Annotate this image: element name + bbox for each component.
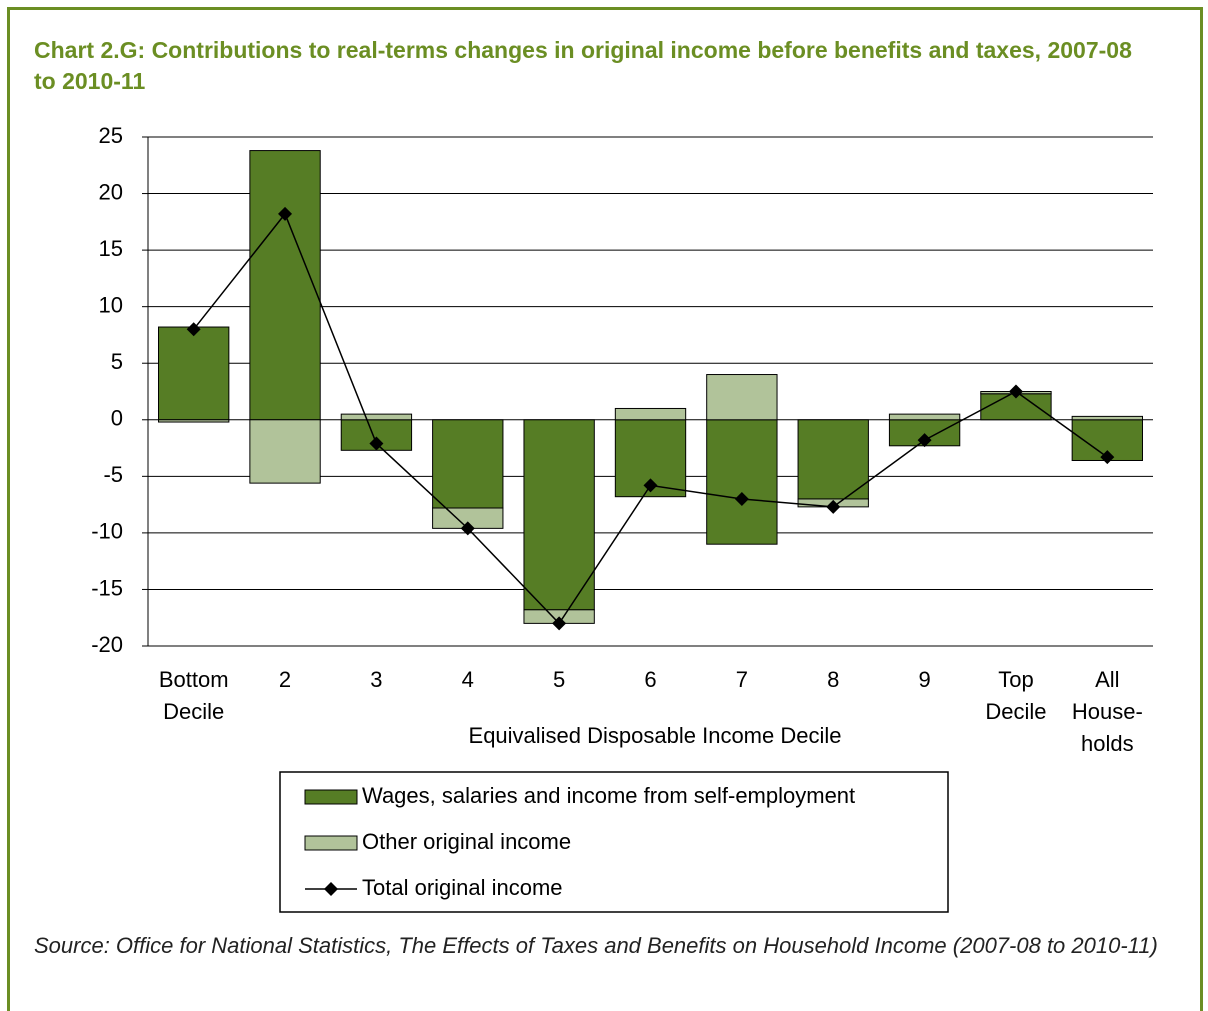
- line-marker: [369, 436, 384, 451]
- x-tick-label: 9: [918, 667, 930, 692]
- legend-label: Other original income: [362, 829, 571, 854]
- legend-swatch: [304, 835, 358, 851]
- source-note: Source: Office for National Statistics, …: [34, 933, 1158, 958]
- x-tick-label: Top: [998, 667, 1033, 692]
- x-tick-label: 2: [279, 667, 291, 692]
- bar: [706, 419, 778, 545]
- line-marker: [826, 499, 841, 514]
- y-tick-label: 0: [111, 406, 123, 431]
- x-tick-label: Decile: [985, 699, 1046, 724]
- line-marker: [552, 616, 567, 631]
- y-tick-label: -10: [91, 519, 123, 544]
- bar: [432, 419, 504, 509]
- legend-label: Wages, salaries and income from self-emp…: [362, 783, 855, 808]
- x-tick-label: All: [1095, 667, 1119, 692]
- legend-swatch: [304, 789, 358, 805]
- y-tick-label: 25: [99, 123, 123, 148]
- line-marker: [278, 206, 293, 221]
- line-marker: [917, 433, 932, 448]
- y-tick-label: -15: [91, 575, 123, 600]
- x-tick-label: 6: [644, 667, 656, 692]
- line-marker: [734, 491, 749, 506]
- line-marker: [1008, 384, 1023, 399]
- y-tick-label: 15: [99, 236, 123, 261]
- line-marker: [460, 521, 475, 536]
- bar: [1071, 415, 1143, 421]
- line-marker: [186, 322, 201, 337]
- bar: [888, 413, 961, 421]
- x-tick-label: 7: [736, 667, 748, 692]
- line-marker: [1100, 450, 1115, 465]
- frame: [7, 7, 1203, 1011]
- x-tick-label: 4: [462, 667, 474, 692]
- x-tick-label: Decile: [163, 699, 224, 724]
- x-tick-label: 8: [827, 667, 839, 692]
- y-tick-label: 5: [111, 349, 123, 374]
- bar: [797, 419, 869, 500]
- y-tick-label: -5: [103, 462, 123, 487]
- bar: [249, 419, 321, 484]
- x-tick-label: 3: [370, 667, 382, 692]
- x-tick-label: holds: [1081, 731, 1134, 756]
- bar: [158, 326, 230, 421]
- bar: [706, 374, 778, 421]
- legend-box: [279, 771, 949, 913]
- y-tick-label: 10: [99, 292, 123, 317]
- x-tick-label: 5: [553, 667, 565, 692]
- chart-title: Chart 2.G: Contributions to real-terms c…: [34, 37, 1132, 94]
- bar: [523, 419, 595, 611]
- line-marker: [643, 478, 658, 493]
- x-axis-label: Equivalised Disposable Income Decile: [469, 723, 842, 748]
- legend-label: Total original income: [362, 875, 563, 900]
- bar: [249, 150, 321, 421]
- y-tick-label: -20: [91, 632, 123, 657]
- bar: [158, 419, 230, 423]
- y-tick-label: 20: [99, 179, 123, 204]
- x-tick-label: House-: [1072, 699, 1143, 724]
- bar: [614, 407, 687, 421]
- x-tick-label: Bottom: [159, 667, 229, 692]
- bar: [340, 413, 413, 421]
- legend-marker: [324, 882, 338, 896]
